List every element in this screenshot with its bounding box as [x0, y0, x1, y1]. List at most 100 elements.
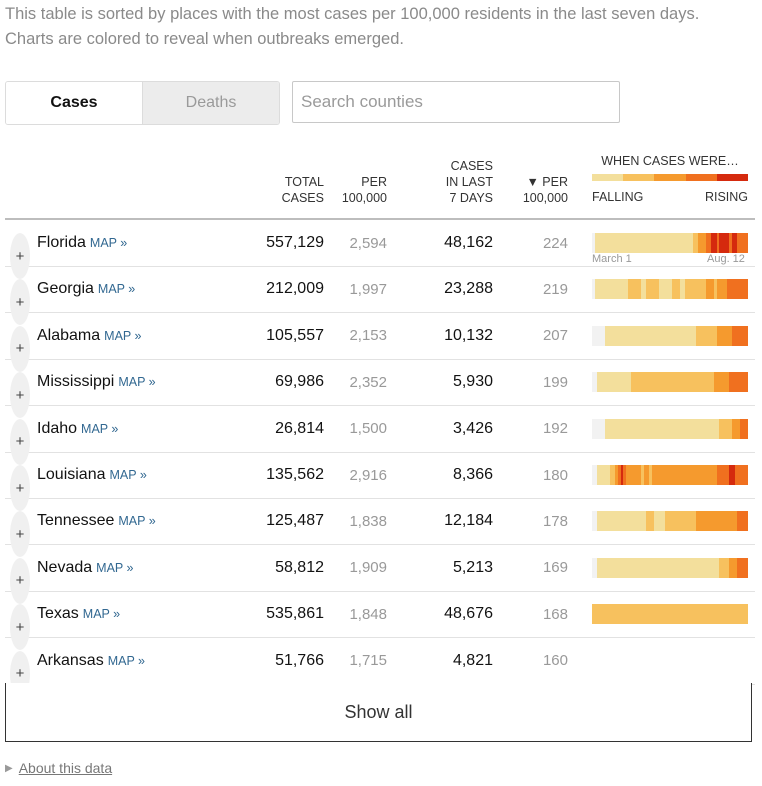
- header-per-100k[interactable]: PER 100,000: [330, 174, 387, 206]
- trend-bar: [713, 604, 717, 625]
- table-row[interactable]: + Texas MAP » 535,861 1,848 48,676 168: [5, 591, 755, 651]
- trend-bar: [745, 233, 748, 253]
- trend-bar: [729, 557, 733, 578]
- trend-bar: [636, 604, 639, 625]
- expand-icon[interactable]: +: [10, 233, 30, 279]
- trend-bar: [641, 418, 644, 439]
- show-all-button[interactable]: Show all: [5, 683, 752, 742]
- trend-bar: [667, 511, 670, 532]
- map-link[interactable]: MAP »: [107, 653, 145, 668]
- trend-bar: [656, 418, 660, 439]
- table-row[interactable]: + Nevada MAP » 58,812 1,909 5,213 169: [5, 545, 755, 604]
- trend-bar: [667, 372, 670, 393]
- trend-sparkline: [592, 465, 748, 485]
- trend-bar: [706, 418, 709, 439]
- trend-bar: [667, 557, 670, 578]
- trend-bar: [617, 325, 621, 346]
- map-link[interactable]: MAP »: [109, 468, 147, 482]
- trend-bar: [610, 372, 613, 393]
- table-row[interactable]: + Georgia MAP » 212,009 1,997 23,288 219: [5, 266, 755, 326]
- trend-sparkline: [592, 233, 748, 253]
- table-row[interactable]: + Alabama MAP » 105,557 2,153 10,132 207: [5, 313, 755, 372]
- trend-bar: [719, 511, 722, 532]
- map-link[interactable]: MAP »: [89, 236, 128, 250]
- about-this-data: ▶ About this data: [5, 760, 112, 776]
- trend-bar: [687, 465, 691, 485]
- trend-bar: [664, 325, 668, 346]
- trend-bar: [693, 557, 696, 578]
- expand-icon[interactable]: +: [10, 418, 30, 465]
- trend-bar: [630, 372, 634, 393]
- table-row[interactable]: + Louisiana MAP » 135,562 2,916 8,366 18…: [5, 452, 755, 511]
- trend-bar: [620, 557, 624, 578]
- table-row[interactable]: + Tennessee MAP » 125,487 1,838 12,184 1…: [5, 498, 755, 558]
- header-total-cases[interactable]: TOTAL CASES: [266, 174, 324, 206]
- trend-bar: [698, 511, 701, 532]
- state-name: Nevada: [37, 558, 93, 576]
- tab-deaths[interactable]: Deaths: [142, 82, 279, 124]
- header-cases-7-days[interactable]: CASES IN LAST 7 DAYS: [425, 158, 493, 206]
- trend-bar: [667, 233, 670, 253]
- expand-icon[interactable]: +: [10, 325, 30, 372]
- expand-icon[interactable]: +: [10, 604, 30, 651]
- trend-bar: [630, 325, 634, 346]
- map-link[interactable]: MAP »: [104, 328, 142, 343]
- table-row[interactable]: + Idaho MAP » 26,814 1,500 3,426 192: [5, 406, 755, 465]
- trend-bar: [745, 418, 748, 439]
- trend-bar: [724, 604, 727, 625]
- header-per-100k-sorted[interactable]: ▼ PER 100,000: [508, 174, 568, 206]
- state-name: Texas: [37, 605, 79, 623]
- total-cases-cell: 557,129: [266, 234, 324, 251]
- trend-bar: [721, 372, 725, 393]
- trend-bar: [685, 465, 688, 485]
- trend-bar: [695, 557, 699, 578]
- trend-bar: [636, 279, 639, 300]
- trend-bar: [677, 511, 681, 532]
- expand-icon[interactable]: +: [10, 465, 30, 511]
- trend-bar: [664, 372, 668, 393]
- trend-bar: [612, 465, 616, 485]
- trend-bar: [711, 511, 714, 532]
- trend-bar: [669, 233, 673, 253]
- map-link[interactable]: MAP »: [97, 282, 136, 297]
- trend-bar: [599, 465, 603, 485]
- trend-bar: [617, 279, 621, 300]
- expand-icon[interactable]: +: [10, 279, 30, 326]
- expand-icon[interactable]: +: [10, 372, 30, 419]
- trend-bar: [739, 325, 743, 346]
- trend-bar: [630, 557, 634, 578]
- metric-tabs: Cases Deaths: [5, 81, 280, 125]
- cases-7-days-cell: 12,184: [444, 512, 493, 530]
- trend-bar: [654, 372, 657, 393]
- legend-swatch-2: [623, 174, 655, 181]
- trend-bar: [633, 418, 637, 439]
- expand-icon[interactable]: +: [10, 557, 30, 604]
- tab-cases[interactable]: Cases: [6, 82, 142, 124]
- map-link[interactable]: MAP »: [118, 514, 156, 529]
- trend-bar: [662, 465, 665, 485]
- trend-bar: [721, 604, 725, 625]
- table-row[interactable]: + Mississippi MAP » 69,986 2,352 5,930 1…: [5, 359, 755, 419]
- trend-bar: [592, 511, 595, 532]
- expand-icon[interactable]: +: [10, 511, 30, 558]
- map-link[interactable]: MAP »: [82, 607, 121, 622]
- trend-bar: [690, 604, 694, 625]
- map-link[interactable]: MAP »: [81, 421, 119, 436]
- trend-bar: [675, 557, 678, 578]
- per-100k-7-days-cell: 160: [542, 652, 568, 670]
- table-row[interactable]: + Arkansas MAP » 51,766 1,715 4,821 160: [5, 638, 755, 697]
- cases-7-days-cell: 5,213: [452, 558, 493, 576]
- trend-bar: [711, 604, 714, 625]
- trend-bar: [706, 511, 709, 532]
- map-link[interactable]: MAP »: [96, 560, 134, 575]
- about-this-data-link[interactable]: About this data: [18, 760, 113, 776]
- total-per-100k-cell: 1,838: [349, 512, 387, 530]
- table-row[interactable]: + Florida MAP » 557,129 2,594 48,162 224…: [5, 220, 755, 279]
- search-counties-input[interactable]: [292, 81, 620, 123]
- trend-bar: [711, 372, 714, 393]
- total-per-100k-cell: 1,848: [349, 605, 387, 623]
- map-link[interactable]: MAP »: [118, 375, 156, 390]
- trend-bar: [734, 511, 738, 532]
- trend-bar: [677, 604, 681, 625]
- trend-bar: [729, 418, 733, 439]
